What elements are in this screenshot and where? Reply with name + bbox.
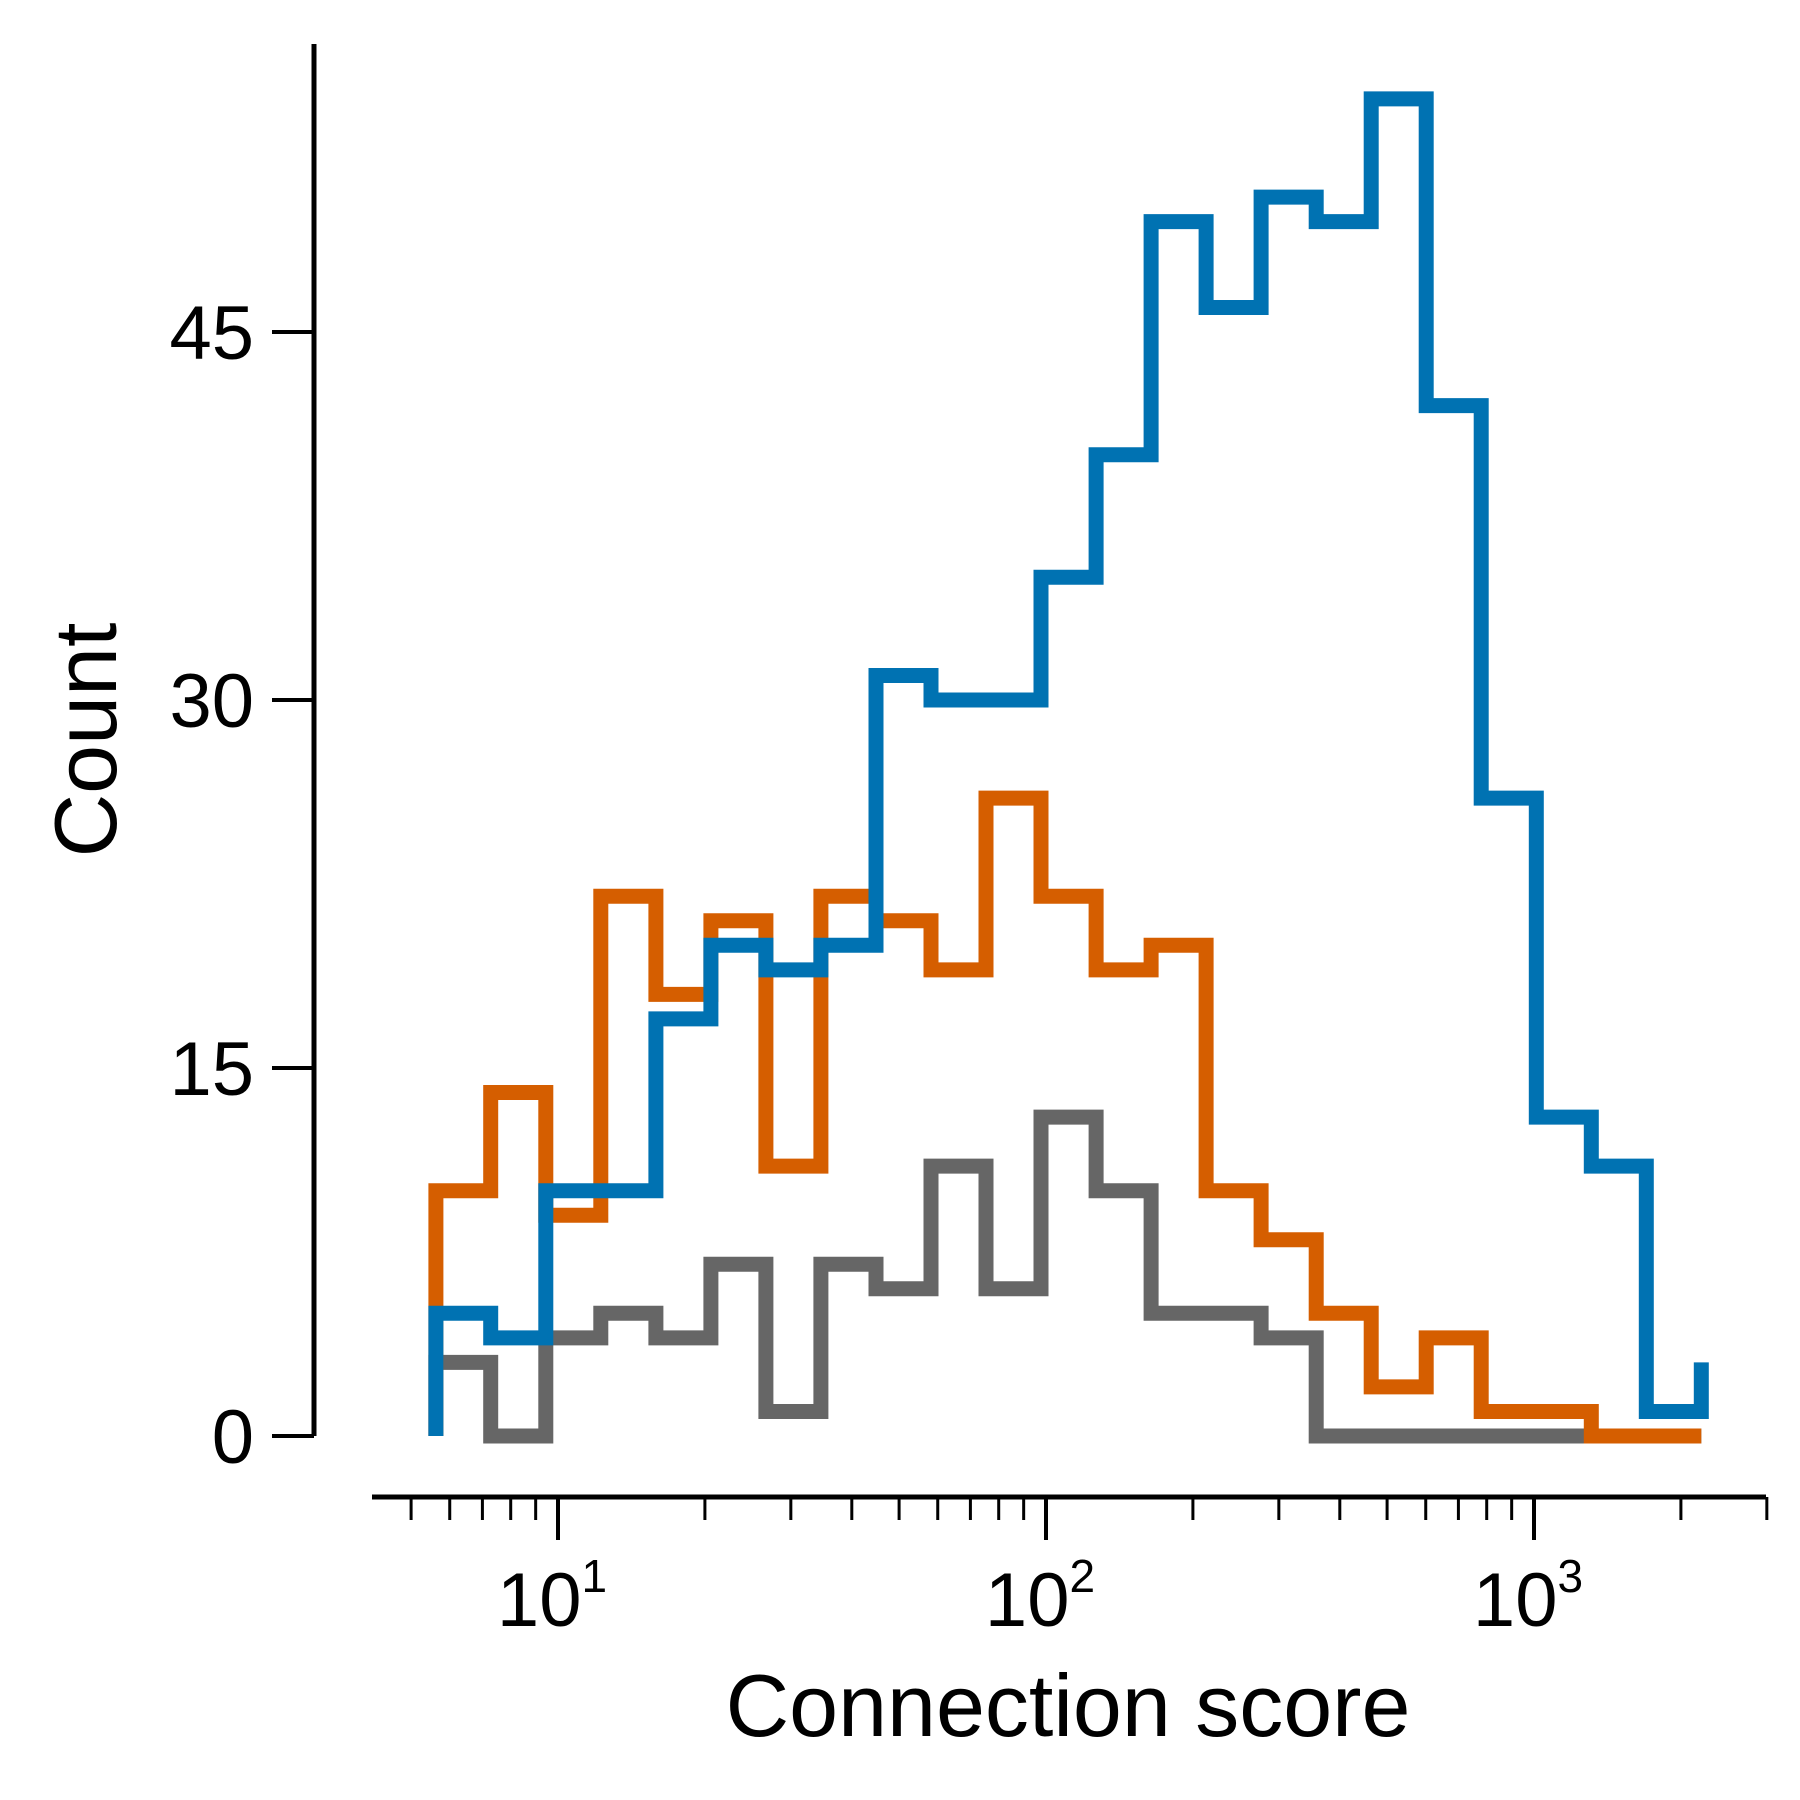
y-tick-label: 0 — [212, 1395, 254, 1480]
x-tick-label: 102 — [985, 1550, 1095, 1643]
y-tick-label: 45 — [169, 291, 254, 376]
series-step-line-1 — [428, 91, 1709, 1436]
x-tick-label: 103 — [1473, 1550, 1583, 1643]
series-layer — [428, 91, 1709, 1444]
x-axis-title: Connection score — [726, 1656, 1411, 1755]
y-axis-title: Count — [36, 623, 135, 858]
x-ticks: 101 102 103 — [409, 1497, 1769, 1643]
y-ticks: 0 15 30 45 — [169, 291, 314, 1480]
series-step-line-2 — [428, 790, 1702, 1444]
y-tick-label: 15 — [169, 1027, 254, 1112]
series-step-line-3 — [428, 1109, 1702, 1444]
x-tick-label: 101 — [497, 1550, 607, 1643]
y-tick-label: 30 — [169, 659, 254, 744]
